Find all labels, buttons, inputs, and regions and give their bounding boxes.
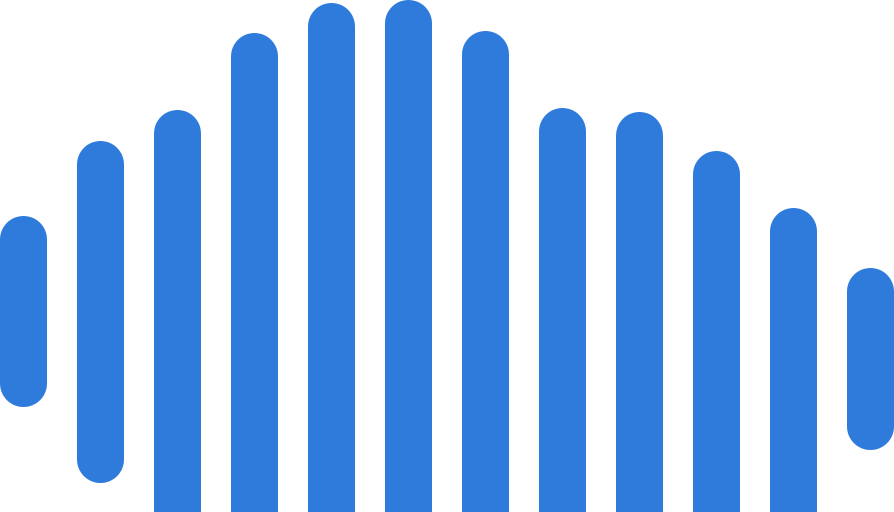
waveform-bar	[770, 208, 817, 512]
waveform-bar	[847, 268, 894, 450]
waveform-bar	[231, 33, 278, 512]
waveform-bar	[0, 216, 47, 407]
waveform-bar	[539, 108, 586, 512]
waveform-bar	[462, 31, 509, 512]
waveform-bar	[308, 3, 355, 512]
waveform-bar	[616, 112, 663, 512]
waveform-bar	[77, 141, 124, 483]
waveform-bar	[693, 151, 740, 512]
waveform-bar	[154, 110, 201, 512]
waveform-bar	[385, 0, 432, 512]
